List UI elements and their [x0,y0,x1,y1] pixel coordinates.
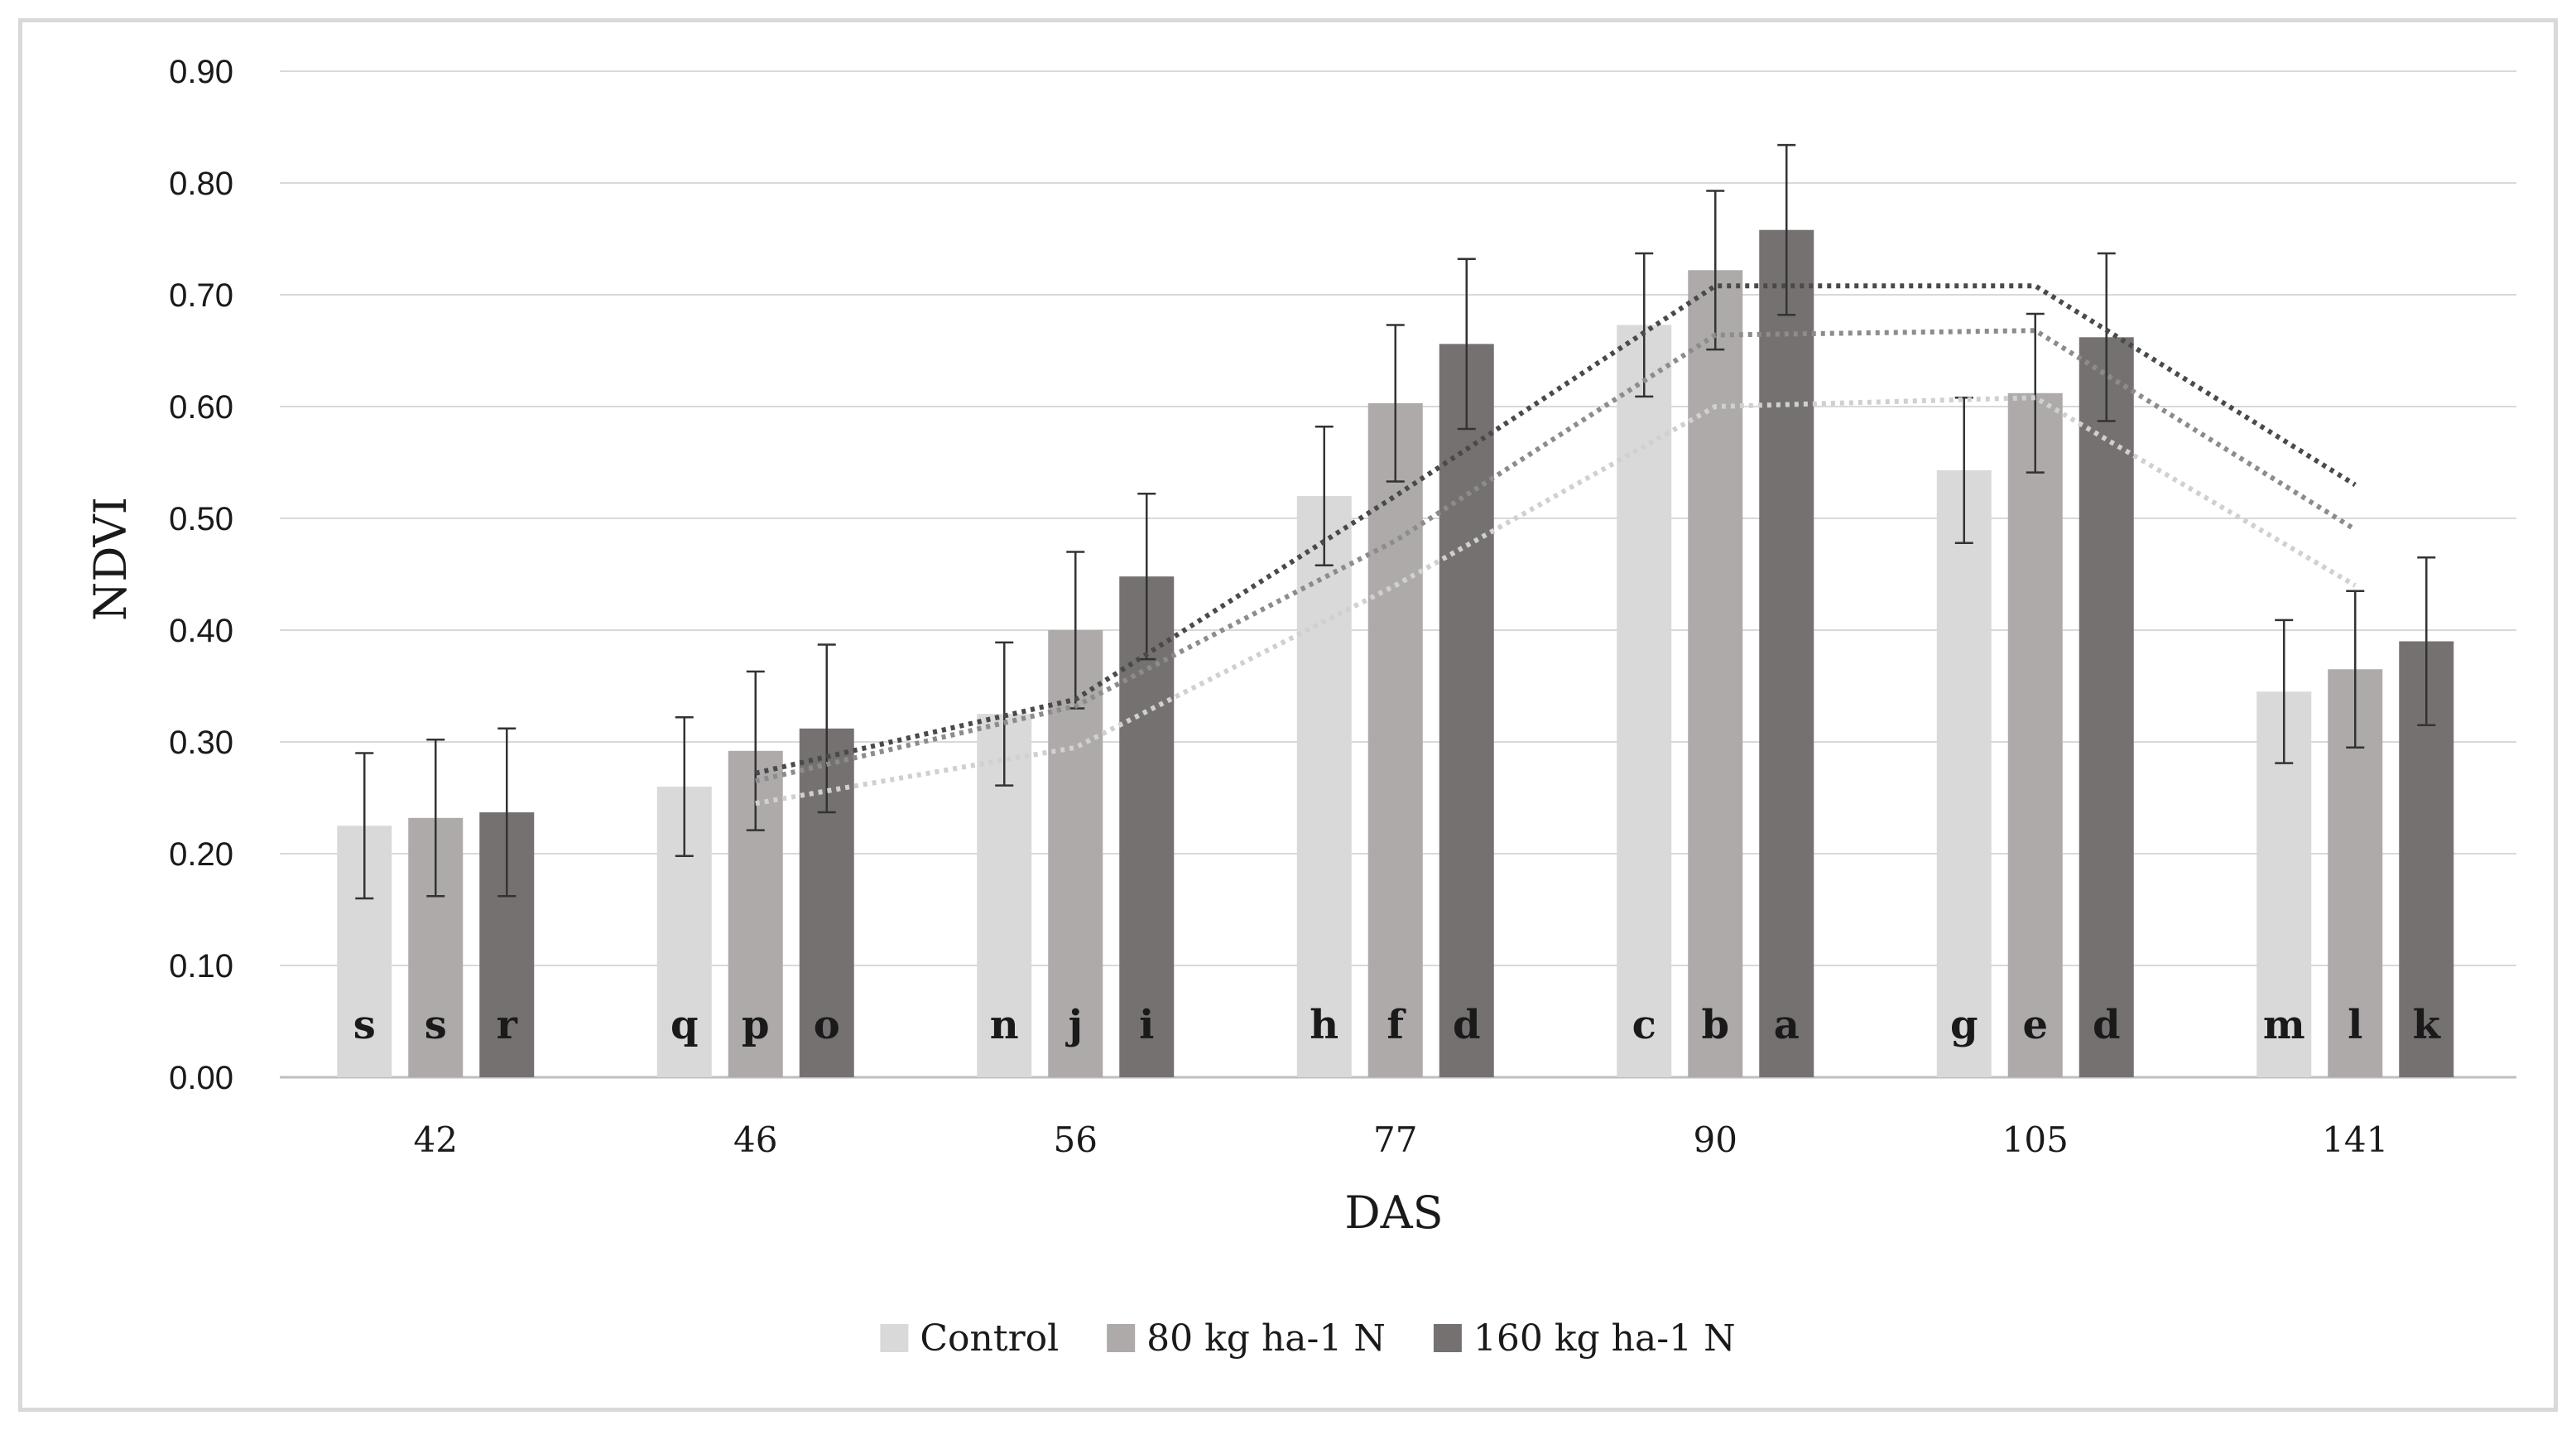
x-tick-label: 77 [1373,1119,1417,1160]
legend-label: Control [920,1317,1059,1360]
y-tick-label: 0.90 [169,54,233,90]
bar [1688,270,1743,1077]
trend-line [755,283,2357,776]
x-axis-ticks: 42 46 56 77 90 105 141 [414,1119,2389,1160]
significance-letter: d [2093,1002,2121,1048]
trend-line [755,395,2357,806]
y-tick-label: 0.10 [169,948,233,985]
y-tick-label: 0.30 [169,725,233,761]
bar [1367,402,1423,1077]
y-tick-label: 0.40 [169,613,233,649]
x-tick-label: 141 [2322,1119,2388,1160]
significance-letter: d [1453,1002,1481,1048]
significance-letters: s q n h c g ms p j f b e lr o i d a d k [353,1002,2442,1048]
significance-letter: o [814,1002,840,1048]
legend: Control 80 kg ha-1 N 160 kg ha-1 N [880,1317,1736,1360]
y-tick-label: 0.00 [169,1060,233,1096]
bar [1439,344,1494,1077]
significance-letter: n [990,1002,1019,1048]
chart-frame [18,18,2558,1412]
legend-swatch [1107,1324,1136,1352]
legend-swatch [880,1324,909,1352]
significance-letter: f [1387,1002,1406,1048]
trend-lines [755,283,2357,806]
bar [1617,325,1672,1077]
significance-letter: p [742,1002,770,1048]
x-tick-label: 46 [733,1119,777,1160]
significance-letter: b [1701,1002,1729,1048]
significance-letter: r [497,1002,518,1048]
significance-letter: q [670,1002,699,1048]
bars [337,229,2454,1077]
error-bars [355,143,2436,900]
y-tick-label: 0.80 [169,166,233,202]
significance-letter: i [1139,1002,1154,1048]
significance-letter: l [2348,1002,2362,1048]
significance-letter: g [1950,1002,1978,1048]
x-tick-label: 56 [1054,1119,1098,1160]
legend-swatch [1433,1324,1462,1352]
significance-letter: h [1310,1002,1338,1048]
y-tick-label: 0.20 [169,836,233,873]
y-axis-ticks: 0.00 0.10 0.20 0.30 0.40 0.50 0.60 0.70 0.80 0.90 [169,54,233,1096]
x-tick-label: 42 [414,1119,458,1160]
significance-letter: e [2022,1002,2048,1048]
significance-letter: s [353,1002,376,1048]
trend-line [755,328,2357,784]
gridlines [280,70,2516,1079]
x-tick-label: 105 [2002,1119,2069,1160]
x-axis-title: DAS [1344,1187,1443,1239]
significance-letter: m [2263,1002,2305,1048]
significance-letter: j [1065,1002,1083,1048]
y-tick-label: 0.60 [169,389,233,426]
significance-letter: k [2413,1002,2442,1048]
significance-letter: c [1632,1002,1656,1048]
x-tick-label: 90 [1694,1119,1737,1160]
bar [2079,337,2134,1077]
y-tick-label: 0.50 [169,501,233,537]
significance-letter: a [1774,1002,1800,1048]
legend-label: 160 kg ha-1 N [1473,1317,1736,1360]
significance-letter: s [425,1002,447,1048]
y-tick-label: 0.70 [169,277,233,314]
bar [1296,496,1352,1077]
bar [2007,392,2063,1077]
y-axis-title: NDVI [84,497,137,621]
bar [1759,229,1814,1077]
bar [1936,469,1992,1077]
legend-label: 80 kg ha-1 N [1146,1317,1386,1360]
